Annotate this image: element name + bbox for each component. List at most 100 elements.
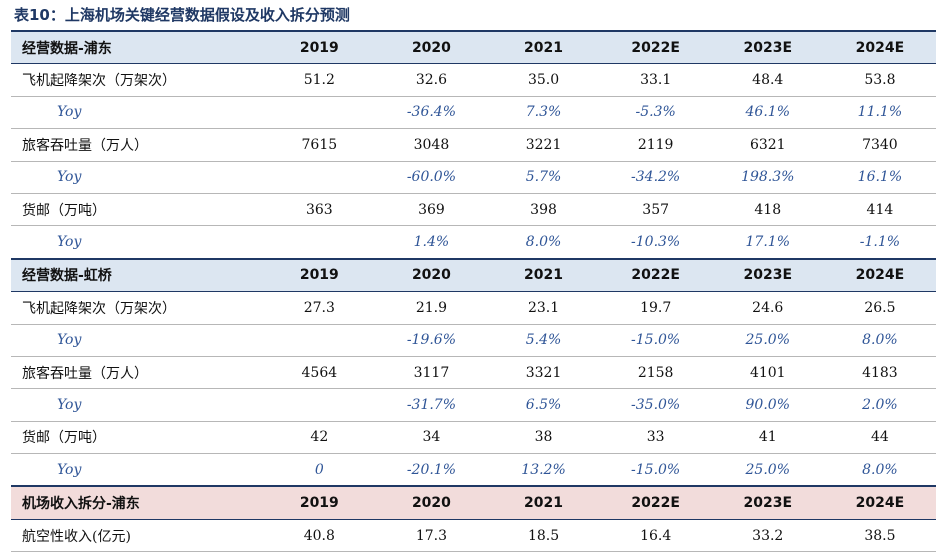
yoy-label: Yoy [11,96,264,130]
year-header-cell: 2024E [823,485,936,520]
yoy-value-cell: 0 [263,453,376,487]
value-cell: 2158 [599,356,712,390]
yoy-value-cell: -5.3% [599,96,712,130]
value-cell: 2119 [599,128,712,162]
yoy-value-cell [263,96,376,130]
yoy-value-cell: 46.1% [711,96,824,130]
yoy-value-cell: 1.4% [375,225,488,260]
table-title: 表10：上海机场关键经营数据假设及收入拆分预测 [14,6,350,24]
yoy-row: Yoy 1.4% 8.0% -10.3% 17.1% -1.1% [11,225,936,260]
yoy-value-cell: -20.1% [375,453,488,487]
yoy-value-cell: 13.2% [487,453,600,487]
section-title: 经营数据-浦东 [11,30,264,65]
yoy-value-cell [263,161,376,194]
table-row: 航空性收入(亿元) 40.8 17.3 18.5 16.4 33.2 38.5 [11,519,936,552]
value-cell: 42 [263,421,376,455]
row-label: 旅客吞吐量（万人） [11,128,264,162]
yoy-value-cell: 8.0% [823,453,936,487]
year-header-cell: 2021 [487,257,600,293]
yoy-value-cell: -60.0% [375,161,488,194]
yoy-value-cell: -15.0% [599,453,712,487]
value-cell: 418 [711,193,824,227]
year-header-cell: 2021 [487,485,600,520]
yoy-value-cell: 16.1% [823,161,936,194]
table-row: 货邮（万吨） 42 34 38 33 41 44 [11,421,936,455]
row-label: 货邮（万吨） [11,421,264,455]
value-cell: 35.0 [487,63,600,97]
section-header-row: 机场收入拆分-浦东 2019 2020 2021 2022E 2023E 2024E [11,485,936,520]
yoy-value-cell: 25.0% [711,324,824,357]
year-header-cell: 2020 [375,30,488,65]
value-cell: 3117 [375,356,488,390]
section-title: 经营数据-虹桥 [11,257,264,293]
value-cell: 4101 [711,356,824,390]
yoy-label: Yoy [11,225,264,260]
value-cell: 33 [599,421,712,455]
yoy-value-cell: 7.3% [487,96,600,130]
yoy-value-cell: 5.7% [487,161,600,194]
year-header-cell: 2023E [711,30,824,65]
row-label: 飞机起降架次（万架次） [11,63,264,97]
yoy-value-cell: -34.2% [599,161,712,194]
value-cell: 27.3 [263,291,376,325]
value-cell: 44 [823,421,936,455]
yoy-value-cell: 2.0% [823,388,936,422]
yoy-value-cell: -19.6% [375,324,488,357]
table-row: 旅客吞吐量（万人） 7615 3048 3221 2119 6321 7340 [11,128,936,162]
value-cell: 6321 [711,128,824,162]
value-cell: 48.4 [711,63,824,97]
table-row: 飞机起降架次（万架次） 51.2 32.6 35.0 33.1 48.4 53.8 [11,63,936,97]
value-cell: 33.2 [711,519,824,552]
yoy-value-cell: 198.3% [711,161,824,194]
yoy-label: Yoy [11,388,264,422]
value-cell: 363 [263,193,376,227]
yoy-value-cell: 5.4% [487,324,600,357]
value-cell: 38.5 [823,519,936,552]
value-cell: 17.3 [375,519,488,552]
value-cell: 3321 [487,356,600,390]
year-header-cell: 2019 [263,30,376,65]
value-cell: 398 [487,193,600,227]
yoy-value-cell: -31.7% [375,388,488,422]
yoy-value-cell [263,388,376,422]
yoy-row: Yoy -36.4% 7.3% -5.3% 46.1% 11.1% [11,96,936,130]
value-cell: 7340 [823,128,936,162]
yoy-value-cell: 11.1% [823,96,936,130]
value-cell: 414 [823,193,936,227]
value-cell: 32.6 [375,63,488,97]
forecast-table-container: 经营数据-浦东 2019 2020 2021 2022E 2023E 2024E 飞机起降架次… [11,30,936,552]
year-header-cell: 2022E [599,485,712,520]
yoy-value-cell: 25.0% [711,453,824,487]
year-header-cell: 2024E [823,257,936,293]
row-label: 旅客吞吐量（万人） [11,356,264,390]
yoy-label: Yoy [11,161,264,194]
value-cell: 369 [375,193,488,227]
year-header-cell: 2020 [375,257,488,293]
value-cell: 3048 [375,128,488,162]
yoy-value-cell: -15.0% [599,324,712,357]
row-label: 货邮（万吨） [11,193,264,227]
year-header-cell: 2019 [263,257,376,293]
year-header-cell: 2021 [487,30,600,65]
forecast-table: 经营数据-浦东 2019 2020 2021 2022E 2023E 2024E 飞机起降架次… [11,30,936,552]
value-cell: 38 [487,421,600,455]
year-header-cell: 2023E [711,257,824,293]
value-cell: 33.1 [599,63,712,97]
year-header-cell: 2024E [823,30,936,65]
value-cell: 19.7 [599,291,712,325]
value-cell: 16.4 [599,519,712,552]
row-label: 航空性收入(亿元) [11,519,264,552]
value-cell: 51.2 [263,63,376,97]
yoy-value-cell [263,225,376,260]
yoy-value-cell: 8.0% [823,324,936,357]
year-header-cell: 2023E [711,485,824,520]
yoy-label: Yoy [11,324,264,357]
yoy-value-cell: -36.4% [375,96,488,130]
section-header-row: 经营数据-浦东 2019 2020 2021 2022E 2023E 2024E [11,30,936,65]
value-cell: 21.9 [375,291,488,325]
value-cell: 41 [711,421,824,455]
yoy-value-cell: 8.0% [487,225,600,260]
table-row: 货邮（万吨） 363 369 398 357 418 414 [11,193,936,227]
yoy-row: Yoy -60.0% 5.7% -34.2% 198.3% 16.1% [11,161,936,194]
yoy-label: Yoy [11,453,264,487]
